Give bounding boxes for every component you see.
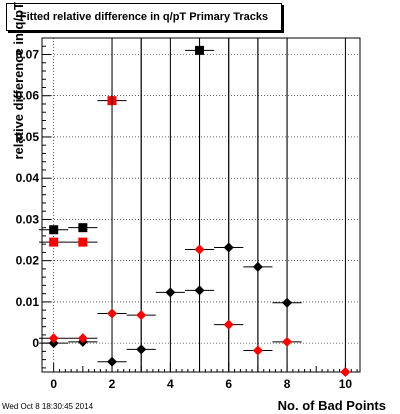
data-point-diamond <box>48 333 59 344</box>
y-tick-label: 0.02 <box>16 254 40 268</box>
data-point-diamond <box>136 310 147 321</box>
y-axis-title: relative difference in q/pT <box>11 2 26 160</box>
plot-frame <box>41 37 361 373</box>
y-tick-label: 0.01 <box>16 295 40 309</box>
data-point-diamond <box>194 244 205 255</box>
data-point-diamond <box>252 345 263 356</box>
y-tick-label: 0.07 <box>16 47 40 61</box>
data-point-diamond <box>165 287 176 298</box>
chart-title-box: Fitted relative difference in q/pT Prima… <box>6 3 282 31</box>
y-tick-label: 0.05 <box>16 130 40 144</box>
x-tick-label: 8 <box>284 377 291 391</box>
data-point-square <box>49 237 59 247</box>
data-point-diamond <box>77 333 88 344</box>
y-tick-label: 0 <box>32 336 39 350</box>
x-tick-label: 0 <box>50 377 57 391</box>
x-tick-label: 2 <box>109 377 116 391</box>
data-point-diamond <box>340 367 351 377</box>
chart-title: Fitted relative difference in q/pT Prima… <box>19 11 269 23</box>
y-tick-label: 0.06 <box>16 89 40 103</box>
data-point-square <box>78 223 88 233</box>
timestamp: Wed Oct 8 18:30:45 2014 <box>2 402 94 411</box>
x-tick-label: 6 <box>225 377 232 391</box>
data-point-diamond <box>223 319 234 330</box>
x-tick-label: 4 <box>167 377 174 391</box>
y-tick-label: 0.03 <box>16 212 40 226</box>
x-axis-title: No. of Bad Points <box>277 398 386 413</box>
data-point-square <box>49 225 59 235</box>
y-tick-label: 0.04 <box>16 171 40 185</box>
data-point-diamond <box>107 308 118 319</box>
data-point-diamond <box>282 336 293 347</box>
x-tick-label: 10 <box>339 377 353 391</box>
data-point-square <box>78 237 88 247</box>
